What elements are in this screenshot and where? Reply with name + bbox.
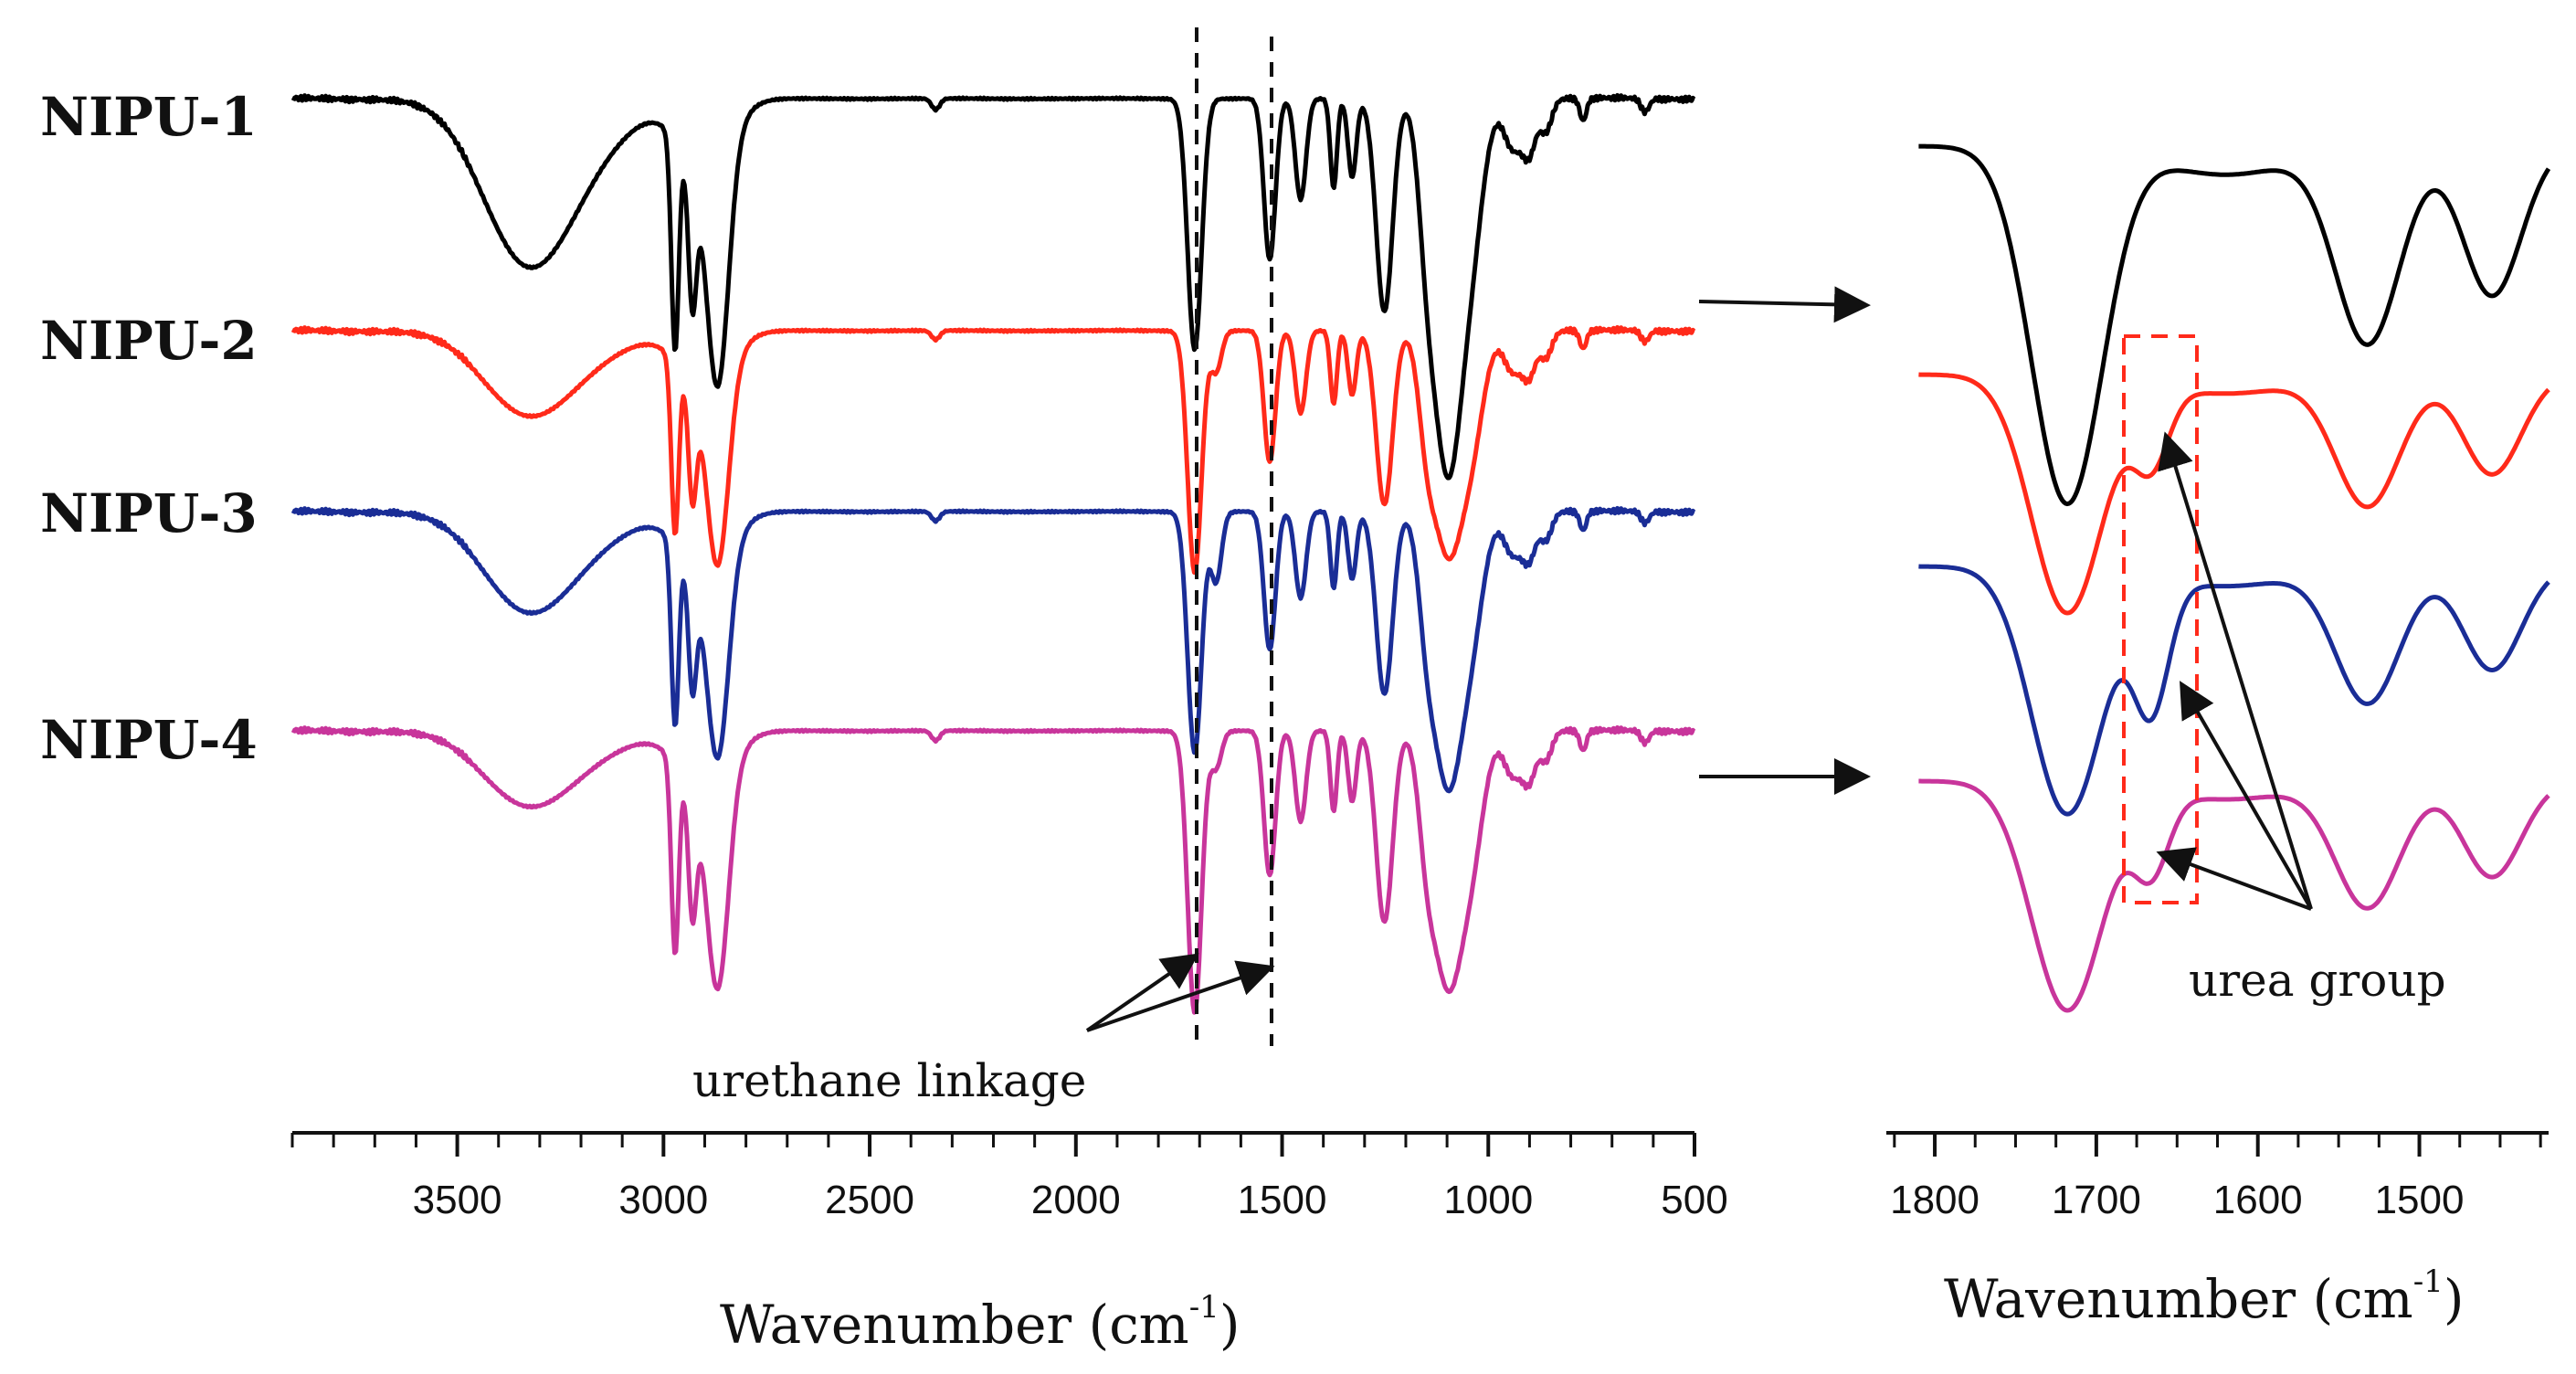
left-series-line-nipu-1 (290, 92, 1696, 481)
right-panel-plot (1918, 143, 2551, 1013)
left-x-tick-label: 1000 (1443, 1178, 1533, 1222)
series-label-nipu-2: NIPU-2 (40, 310, 258, 372)
left-x-tick-label: 3500 (413, 1178, 502, 1222)
left-panel-plot (290, 92, 1696, 1015)
series-label-nipu-1: NIPU-1 (40, 86, 258, 148)
right-x-tick-label: 1600 (2213, 1178, 2303, 1222)
right-x-axis-ticks: 1800 1700 1600 1500 (1890, 1133, 2542, 1222)
right-series-line-nipu-2 (1918, 372, 2550, 616)
left-x-tick-label: 1500 (1238, 1178, 1327, 1222)
right-series-line-nipu-3 (1918, 564, 2550, 817)
urea-group-label: urea group (2189, 954, 2446, 1007)
left-x-tick-label: 500 (1661, 1178, 1727, 1222)
urea-arrow-2 (2180, 681, 2313, 910)
connector-arrow-top (1698, 286, 1871, 323)
left-series-line-nipu-4 (290, 724, 1696, 1015)
left-x-tick-label: 2500 (825, 1178, 914, 1222)
left-series-line-nipu-2 (290, 324, 1696, 576)
urethane-arrow-2 (1086, 960, 1275, 1032)
series-label-nipu-4: NIPU-4 (40, 709, 258, 771)
right-x-axis-title: Wavenumber (cm-1) (1944, 1263, 2464, 1330)
urethane-arrow-1 (1085, 953, 1199, 1032)
urethane-linkage-label: urethane linkage (692, 1054, 1086, 1107)
left-x-axis-title: Wavenumber (cm-1) (720, 1289, 1240, 1356)
left-x-axis-ticks: 3500 3000 2500 2000 1500 1000 500 (290, 1133, 1728, 1222)
series-label-nipu-3: NIPU-3 (40, 482, 258, 544)
right-series-line-nipu-1 (1918, 143, 2551, 507)
right-x-tick-label: 1500 (2375, 1178, 2465, 1222)
right-series-line-nipu-4 (1918, 778, 2550, 1013)
left-x-tick-label: 3000 (618, 1178, 708, 1222)
left-x-tick-label: 2000 (1031, 1178, 1121, 1222)
urea-highlight-box (2122, 334, 2199, 904)
right-x-tick-label: 1700 (2052, 1178, 2141, 1222)
right-x-tick-label: 1800 (1890, 1178, 1980, 1222)
urea-arrow-3 (2156, 847, 2312, 911)
urea-arrow-1 (2158, 431, 2313, 910)
left-series-line-nipu-3 (290, 505, 1696, 794)
